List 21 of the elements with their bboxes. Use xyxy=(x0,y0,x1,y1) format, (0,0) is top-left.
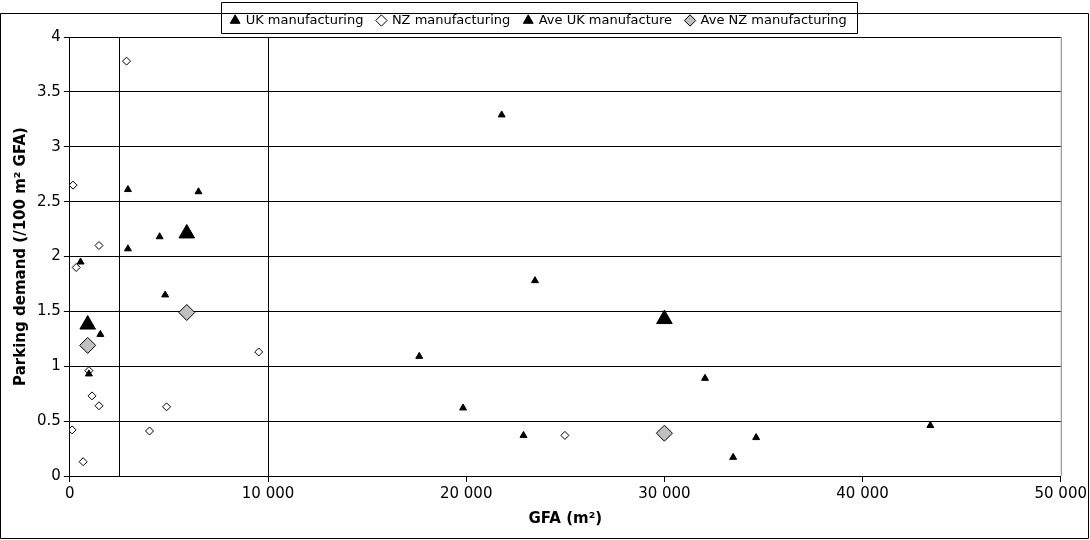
y-tick-label: 2 xyxy=(51,246,61,265)
y-tick-label: 1 xyxy=(51,356,61,375)
y-tick-label: 3 xyxy=(51,136,61,155)
x-tick-label: 20 000 xyxy=(439,483,493,502)
legend-label: NZ manufacturing xyxy=(391,11,511,27)
legend-label: Ave NZ manufacturing xyxy=(700,11,847,27)
legend-label: Ave UK manufacture xyxy=(538,11,673,27)
y-axis-title: Parking demand (/100 m² GFA) xyxy=(10,127,29,386)
y-tick-label: 3.5 xyxy=(37,81,61,100)
y-tick-label: 1.5 xyxy=(37,301,61,320)
x-tick-label: 40 000 xyxy=(836,483,889,502)
x-tick-label: 0 xyxy=(65,483,75,502)
y-tick-label: 0 xyxy=(51,465,61,484)
y-tick-label: 4 xyxy=(51,26,61,45)
x-tick-label: 10 000 xyxy=(241,483,295,502)
legend-label: UK manufacturing xyxy=(245,11,364,27)
y-tick-label: 2.5 xyxy=(37,191,61,210)
x-tick-label: 50 000 xyxy=(1034,483,1088,502)
x-axis-title: GFA (m²) xyxy=(528,508,603,527)
x-tick-label: 30 000 xyxy=(638,483,691,502)
y-tick-label: 0.5 xyxy=(37,411,61,430)
